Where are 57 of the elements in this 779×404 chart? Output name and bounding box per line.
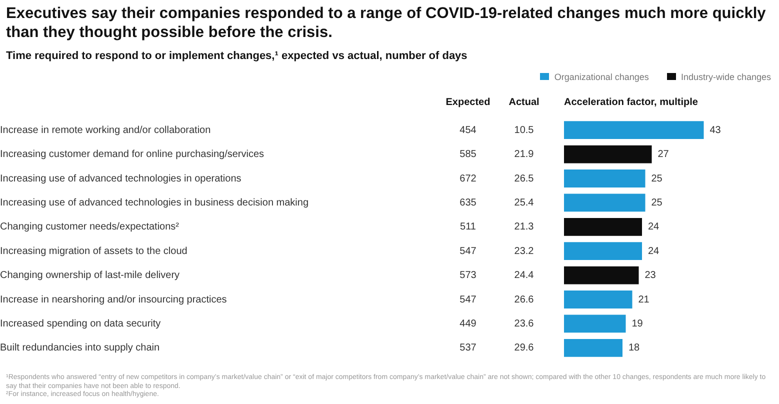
legend-label: Industry-wide changes: [680, 72, 771, 82]
text: 21.9: [514, 149, 534, 160]
text: 573: [460, 270, 477, 282]
text: 26.5: [514, 173, 534, 184]
text: 449: [460, 318, 477, 330]
data-label: 19: [632, 318, 644, 330]
y-tick-label: Increasing customer demand for online purchasing/services: [0, 149, 264, 160]
data-label: 24: [648, 246, 660, 257]
bar: [564, 242, 642, 260]
bar: [564, 290, 632, 308]
text: 672: [460, 173, 477, 184]
y-tick-label: Changing customer needs/expectations²: [0, 222, 180, 233]
data-label: 43: [710, 124, 722, 136]
text: 26.6: [514, 294, 534, 306]
text: 25.4: [514, 197, 534, 208]
text: 10.5: [514, 124, 534, 136]
text: 547: [460, 246, 477, 257]
y-tick-label: Increased spending on data security: [0, 318, 161, 330]
data-label: 18: [628, 342, 640, 354]
text: 23.6: [514, 318, 534, 330]
y-tick-label: Increase in remote working and/or collaboration: [0, 124, 211, 136]
data-label: 23: [644, 270, 656, 282]
bar: [564, 121, 704, 140]
bar: [564, 338, 622, 357]
bar: [564, 218, 642, 236]
text: Expected: [446, 96, 490, 108]
text: 23.2: [514, 246, 534, 257]
data-label: 27: [658, 149, 670, 160]
y-tick-label: Increase in nearshoring and/or insourcing practices: [0, 294, 227, 306]
data-label: 24: [648, 222, 660, 233]
text: Time required to respond to or implement changes,¹ expected vs actual, number of days: [6, 50, 468, 62]
bar: [564, 314, 626, 333]
text: 635: [460, 197, 477, 208]
y-tick-label: Changing ownership of last-mile delivery: [0, 270, 180, 282]
bar: [564, 145, 652, 164]
data-label: 25: [651, 197, 663, 208]
text: 29.6: [514, 342, 534, 354]
text: 21.3: [514, 222, 534, 233]
text: 24.4: [514, 270, 534, 282]
legend-label: Organizational changes: [553, 72, 649, 82]
data-label: 25: [651, 173, 663, 184]
y-tick-label: Increasing use of advanced technologies in operations: [0, 173, 242, 184]
bar: [564, 266, 639, 284]
text: 537: [460, 342, 477, 354]
data-label: 21: [638, 294, 650, 306]
text: Actual: [508, 96, 540, 108]
text: Executives say their companies responded to a range of COVID-19-related changes much more quickly than they thought possible before the crisis.: [6, 4, 766, 42]
text: 511: [460, 222, 476, 233]
text: 585: [460, 149, 477, 160]
bar: [564, 170, 646, 188]
bar: [564, 194, 646, 212]
y-tick-label: Increasing use of advanced technologies in business decision making: [0, 197, 309, 208]
y-tick-label: Built redundancies into supply chain: [0, 342, 160, 354]
y-tick-label: Increasing migration of assets to the cloud: [0, 246, 188, 257]
text: 454: [460, 124, 477, 136]
x-axis-title: Acceleration factor, multiple: [564, 96, 698, 108]
text: 547: [460, 294, 477, 306]
